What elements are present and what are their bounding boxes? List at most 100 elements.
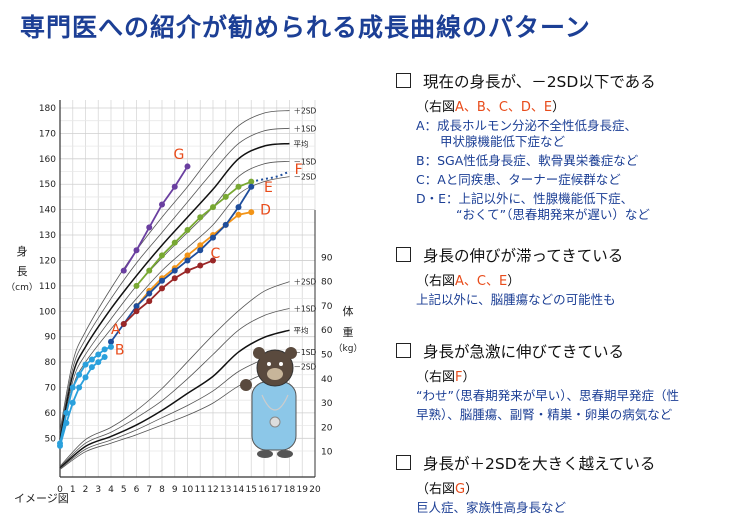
weight-tick-label: 70 xyxy=(321,302,333,312)
height-tick-label: 60 xyxy=(45,409,57,419)
x-tick-label: 17 xyxy=(271,485,282,495)
series-point-B xyxy=(82,361,89,368)
weight-ref-label: －2SD xyxy=(294,363,317,372)
section-2-ref: （右図A、C、E） xyxy=(416,274,521,289)
series-point-G xyxy=(184,163,191,170)
weight-ref-label: ＋1SD xyxy=(294,304,317,313)
weight-tick-label: 80 xyxy=(321,278,333,288)
series-point-C xyxy=(210,257,216,264)
weight-tick-label: 30 xyxy=(321,399,333,409)
section-3-title: 身長が急激に伸びてきている xyxy=(423,343,625,361)
series-point-C xyxy=(120,320,127,327)
x-tick-label: 18 xyxy=(284,485,296,495)
checkbox-icon xyxy=(396,343,411,358)
x-tick-label: 16 xyxy=(258,485,270,495)
series-point-A/C xyxy=(159,277,165,284)
section-1-line-6: “おくて”（思春期発来が遅い）など xyxy=(456,207,650,222)
section-4: 身長が＋2SDを大きく越えている （右図G） 巨人症、家族性高身長など xyxy=(396,452,655,516)
checkbox-icon xyxy=(396,455,411,470)
series-point-G xyxy=(120,267,127,274)
section-4-title: 身長が＋2SDを大きく越えている xyxy=(423,455,656,473)
weight-ref-curve xyxy=(59,307,290,468)
x-tick-label: 8 xyxy=(159,485,165,495)
series-point-G xyxy=(146,224,153,231)
height-ref-curve xyxy=(59,110,290,431)
weight-ref-curve xyxy=(59,366,290,470)
series-point-A/C xyxy=(184,257,191,264)
x-tick-label: 19 xyxy=(297,485,309,495)
section-1-title: 現在の身長が、－2SD以下である xyxy=(423,73,656,91)
series-point-G xyxy=(159,201,165,208)
height-tick-label: 80 xyxy=(45,358,57,368)
series-point-E xyxy=(235,183,242,190)
height-tick-label: 70 xyxy=(45,383,57,393)
weight-axis-label: 重 xyxy=(343,325,354,339)
weight-ref-curve xyxy=(59,351,290,470)
series-point-E xyxy=(146,267,153,274)
section-3-line-2: 早熟）、脳腫瘍、副腎・精巣・卵巣の病気など xyxy=(416,407,673,422)
weight-ref-label: －1SD xyxy=(294,348,317,357)
x-tick-label: 11 xyxy=(195,485,206,495)
section-1-ref: （右図A、B、C、D、E） xyxy=(416,100,566,115)
series-point-B2 xyxy=(57,442,63,449)
series-point-E xyxy=(222,193,229,200)
series-point-G xyxy=(171,183,178,190)
height-ref-curve xyxy=(59,176,290,448)
series-point-B xyxy=(63,409,70,416)
series-f-dotted xyxy=(251,170,290,183)
height-axis-label: 長 xyxy=(17,265,28,278)
series-label-D: D xyxy=(260,203,271,219)
series-point-E xyxy=(210,204,216,211)
section-4-ref: （右図G） xyxy=(416,482,479,497)
weight-ref-label: 平均 xyxy=(294,325,309,335)
section-1-line-5: D・E：上記以外に、性腺機能低下症、 xyxy=(416,191,634,206)
height-ref-label: 平均 xyxy=(294,139,309,149)
series-point-E xyxy=(159,252,165,259)
series-point-A/C xyxy=(235,204,242,211)
series-point-E xyxy=(171,239,178,246)
x-tick-label: 9 xyxy=(172,485,178,495)
series-line-G xyxy=(122,165,189,272)
series-point-E xyxy=(197,214,204,221)
series-point-B2 xyxy=(88,364,95,371)
series-point-A/C xyxy=(248,183,255,190)
height-axis-unit: （cm） xyxy=(6,282,38,293)
x-tick-label: 13 xyxy=(220,485,231,495)
x-tick-label: 1 xyxy=(70,485,76,495)
series-point-B2 xyxy=(76,384,83,391)
series-point-A/C xyxy=(171,267,178,274)
series-point-B2 xyxy=(69,399,76,406)
series-point-B2 xyxy=(82,374,89,381)
series-point-D xyxy=(248,209,255,216)
x-tick-label: 4 xyxy=(108,485,114,495)
image-note: イメージ図 xyxy=(14,492,69,505)
series-point-D xyxy=(235,211,242,218)
series-point-B2 xyxy=(63,420,70,427)
weight-tick-label: 40 xyxy=(321,375,333,385)
checkbox-icon xyxy=(396,247,411,262)
height-tick-label: 50 xyxy=(45,434,57,444)
x-tick-label: 2 xyxy=(83,485,89,495)
weight-tick-label: 90 xyxy=(321,253,333,263)
x-tick-label: 15 xyxy=(246,485,257,495)
x-tick-label: 10 xyxy=(182,485,194,495)
x-tick-label: 0 xyxy=(57,485,63,495)
section-3-ref: （右図F） xyxy=(416,370,476,385)
series-point-E xyxy=(248,178,255,185)
section-3: 身長が急激に伸びてきている （右図F） “わせ”（思春期発来が早い）、思春期早発… xyxy=(396,340,679,423)
growth-chart: 0 1 2 3 4 5 6 7 8 9 10 11 12 13 14 15 16 17 18 19 2050607080… xyxy=(6,100,362,495)
series-point-G xyxy=(133,247,140,254)
checkbox-icon xyxy=(396,73,411,88)
series-line-C xyxy=(123,259,214,325)
series-point-C xyxy=(184,267,191,274)
series-point-B xyxy=(95,351,102,358)
height-ref-label: －1SD xyxy=(294,157,317,166)
section-2-line-1: 上記以外に、脳腫瘍などの可能性も xyxy=(416,292,616,307)
height-ref-label: ＋2SD xyxy=(294,107,317,116)
series-point-A/C xyxy=(133,303,140,310)
height-ref-curve xyxy=(59,127,290,435)
series-point-C xyxy=(171,275,178,282)
series-point-E xyxy=(184,226,191,233)
height-tick-label: 130 xyxy=(39,231,56,241)
section-1-line-3: B：SGA性低身長症、軟骨異栄養症など xyxy=(416,153,639,168)
